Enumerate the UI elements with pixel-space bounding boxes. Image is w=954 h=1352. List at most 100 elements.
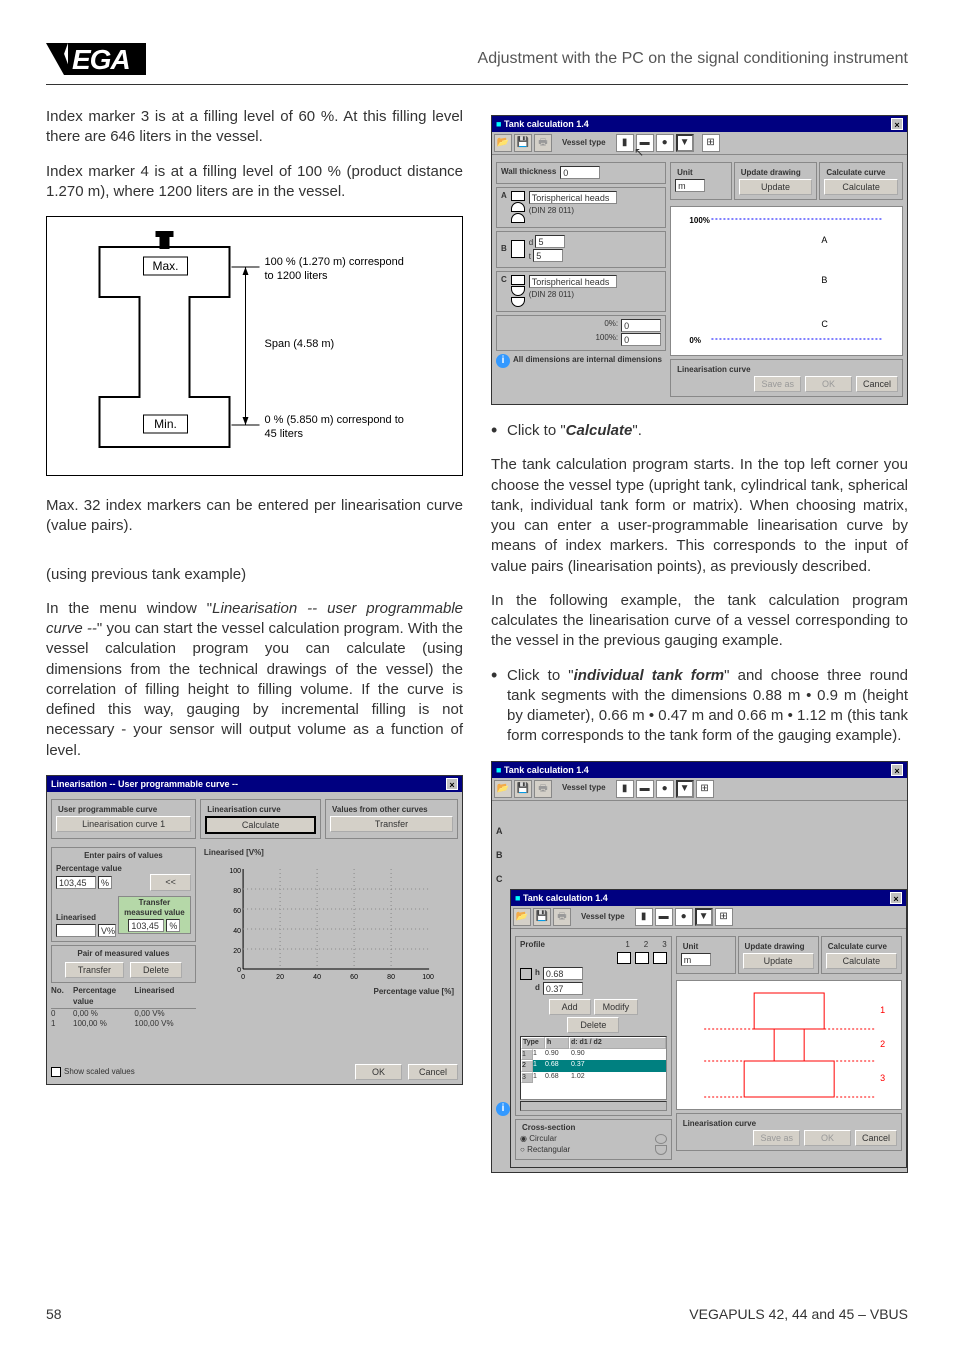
svg-text:2: 2	[880, 1039, 885, 1049]
print-icon[interactable]: 🖶	[534, 780, 552, 798]
table-row: 0 0,00 % 0,00 V%	[51, 1009, 196, 1020]
pct-input[interactable]: 103,45	[56, 876, 96, 889]
svg-text:80: 80	[233, 888, 241, 895]
para: In the following example, the tank calcu…	[491, 591, 908, 652]
page-footer: 58 VEGAPULS 42, 44 and 45 – VBUS	[46, 1305, 908, 1324]
matrix-icon[interactable]: ⊞	[702, 134, 720, 152]
ann-top-b: to 1200 liters	[265, 270, 328, 282]
svg-text:B: B	[822, 275, 828, 285]
curve-button[interactable]: Linearisation curve 1	[56, 816, 191, 832]
pair-delete-button[interactable]: Delete	[130, 962, 182, 978]
left-column: Index marker 3 is at a filling level of …	[46, 107, 463, 1189]
ann-mid: Span (4.58 m)	[265, 338, 335, 350]
right-column: ■ Tank calculation 1.4 × 📂 💾 🖶 Vessel ty…	[491, 107, 908, 1189]
lin-input[interactable]	[56, 924, 96, 937]
update-button[interactable]: Update	[743, 953, 814, 969]
min-label: Min.	[154, 417, 177, 431]
table-row: 210.680.37	[521, 1060, 666, 1071]
tank-calc-window-2-inner: ■ Tank calculation 1.4 × 📂 💾 🖶 Vessel ty…	[510, 889, 907, 1168]
vessel-type-icon[interactable]: ▮	[616, 134, 634, 152]
svg-text:40: 40	[313, 974, 321, 981]
tank-diagram: Max. Min. 100 % (1.270 m) correspond to …	[46, 216, 463, 476]
window-titlebar: Linearisation -- User programmable curve…	[47, 776, 462, 792]
linearisation-window: Linearisation -- User programmable curve…	[46, 775, 463, 1086]
cancel-button[interactable]: Cancel	[408, 1064, 458, 1080]
unit-select[interactable]: m	[675, 179, 705, 192]
saveas-button[interactable]: Save as	[754, 376, 801, 392]
svg-text:20: 20	[233, 948, 241, 955]
wall-input[interactable]: 0	[560, 166, 600, 179]
svg-text:60: 60	[233, 908, 241, 915]
svg-text:3: 3	[880, 1073, 885, 1083]
para: (using previous tank example)	[46, 565, 463, 585]
circular-radio[interactable]: ◉ Circular	[520, 1134, 570, 1145]
toolbar: 📂 💾 🖶 Vessel type ▮ ▬ ● ▼ ⊞ ↖	[492, 132, 907, 155]
page-number: 58	[46, 1305, 62, 1324]
header-title: Adjustment with the PC on the signal con…	[478, 48, 908, 70]
calculate-button[interactable]: Calculate	[824, 179, 898, 195]
vessel-type-icon[interactable]: ▼	[676, 134, 694, 152]
para: In the menu window "Linearisation -- use…	[46, 599, 463, 761]
para: Max. 32 index markers can be entered per…	[46, 496, 463, 537]
save-icon[interactable]: 💾	[514, 780, 532, 798]
svg-text:40: 40	[233, 928, 241, 935]
svg-text:1: 1	[880, 1005, 885, 1015]
table-row: 1 100,00 % 100,00 V%	[51, 1019, 196, 1030]
calculate-button[interactable]: Calculate	[205, 816, 316, 834]
ann-top-a: 100 % (1.270 m) correspond	[265, 256, 404, 268]
vessel-type-icon[interactable]: ●	[656, 134, 674, 152]
open-icon[interactable]: 📂	[494, 134, 512, 152]
c-select[interactable]: Torispherical heads	[529, 275, 617, 288]
footer-right: VEGAPULS 42, 44 and 45 – VBUS	[689, 1305, 908, 1324]
close-icon[interactable]: ×	[890, 892, 902, 904]
print-icon[interactable]: 🖶	[534, 134, 552, 152]
svg-text:0%: 0%	[690, 336, 702, 345]
svg-text:20: 20	[276, 974, 284, 981]
ann-bot-a: 0 % (5.850 m) correspond to	[265, 414, 404, 426]
window-titlebar: ■ Tank calculation 1.4 ×	[492, 116, 907, 132]
para: Index marker 4 is at a filling level of …	[46, 162, 463, 203]
cancel-button[interactable]: Cancel	[856, 376, 898, 392]
rectangular-radio[interactable]: ○ Rectangular	[520, 1145, 570, 1156]
para: Index marker 3 is at a filling level of …	[46, 107, 463, 148]
svg-text:100%: 100%	[690, 216, 710, 225]
tank-calc-window-1: ■ Tank calculation 1.4 × 📂 💾 🖶 Vessel ty…	[491, 115, 908, 405]
bullet: Click to "Calculate".	[491, 421, 908, 441]
para: The tank calculation program starts. In …	[491, 455, 908, 577]
open-icon[interactable]: 📂	[494, 780, 512, 798]
ok-button[interactable]: OK	[805, 376, 852, 392]
show-scaled-checkbox[interactable]: Show scaled values	[51, 1067, 135, 1078]
transfer-button[interactable]: Transfer	[330, 816, 453, 832]
max-label: Max.	[152, 259, 178, 273]
info-icon: i	[496, 354, 510, 368]
arrow-button[interactable]: <<	[150, 874, 191, 890]
ok-button[interactable]: OK	[355, 1064, 402, 1080]
svg-text:100: 100	[229, 868, 241, 875]
tank-drawing-2: 1 2 3	[676, 980, 902, 1110]
delete-button[interactable]: Delete	[567, 1017, 619, 1033]
add-button[interactable]: Add	[549, 999, 591, 1015]
table-row: 310.681.02	[521, 1072, 666, 1083]
close-icon[interactable]: ×	[446, 778, 458, 790]
svg-text:80: 80	[387, 974, 395, 981]
svg-text:100: 100	[422, 974, 434, 981]
close-icon[interactable]: ×	[891, 118, 903, 130]
modify-button[interactable]: Modify	[594, 999, 639, 1015]
tank-calc-window-2-outer: ■ Tank calculation 1.4 × 📂 💾 🖶 Vessel ty…	[491, 761, 908, 1174]
svg-text:60: 60	[350, 974, 358, 981]
chart: 100806040200 020406080100	[204, 859, 454, 987]
logo: EGA	[46, 40, 156, 78]
svg-text:C: C	[822, 319, 829, 329]
a-select[interactable]: Torispherical heads	[529, 191, 617, 204]
save-icon[interactable]: 💾	[514, 134, 532, 152]
table-row: 110.900.90	[521, 1049, 666, 1060]
svg-text:0: 0	[241, 974, 245, 981]
bullet: Click to "individual tank form" and choo…	[491, 666, 908, 747]
page-header: EGA Adjustment with the PC on the signal…	[46, 40, 908, 85]
update-button[interactable]: Update	[739, 179, 813, 195]
calculate-button[interactable]: Calculate	[826, 953, 897, 969]
pair-transfer-button[interactable]: Transfer	[65, 962, 124, 978]
close-icon[interactable]: ×	[891, 764, 903, 776]
svg-text:A: A	[822, 235, 828, 245]
svg-text:EGA: EGA	[72, 44, 130, 75]
